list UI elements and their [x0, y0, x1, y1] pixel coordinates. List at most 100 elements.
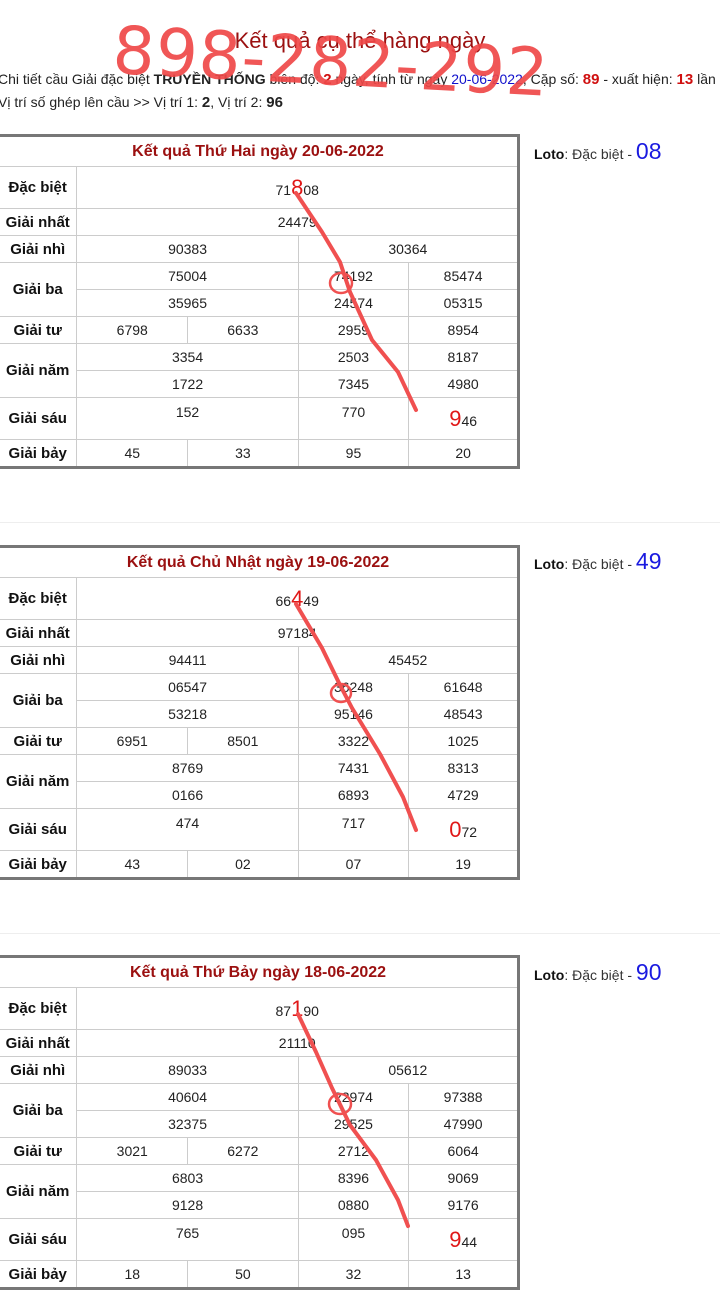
highlight-digit: 9	[449, 1226, 462, 1252]
sixth-prize-value: 095	[297, 1218, 410, 1261]
position-1-value: 2	[201, 94, 211, 111]
third-prize-value: 40604	[76, 1083, 299, 1111]
label-fifth: Giải năm	[0, 754, 78, 809]
third-prize-value: 06547	[76, 673, 299, 701]
sixth-prize-value: 944	[408, 1218, 519, 1261]
result-table: Kết quả Thứ Hai ngày 20-06-2022 Đặc biệt…	[0, 134, 520, 469]
fourth-prize-value: 1025	[408, 727, 519, 755]
second-prize-value: 90383	[76, 235, 299, 263]
label-sixth: Giải sáu	[0, 808, 78, 851]
fifth-prize-value: 8313	[408, 754, 519, 782]
bridge-mode: TRUYỀN THỐNG	[153, 71, 266, 87]
first-prize-value: 97184	[76, 619, 519, 647]
result-title: Kết quả Chủ Nhật ngày 19-06-2022	[0, 546, 519, 578]
seventh-prize-value: 13	[408, 1260, 519, 1289]
position-2-value: 96	[266, 94, 283, 111]
fourth-prize-value: 3322	[297, 727, 410, 755]
fifth-prize-value: 2503	[297, 343, 410, 371]
fifth-prize-value: 4729	[408, 781, 519, 809]
highlight-digit: 0	[449, 816, 462, 842]
label-sixth: Giải sáu	[0, 1218, 78, 1261]
label-seventh: Giải bảy	[0, 850, 78, 879]
seventh-prize-value: 95	[297, 439, 410, 468]
seventh-prize-value: 07	[297, 850, 410, 879]
sixth-prize-value: 152	[76, 397, 299, 440]
third-prize-value: 05315	[408, 289, 519, 317]
label-third: Giải ba	[0, 1083, 78, 1138]
fifth-prize-value: 8187	[408, 343, 519, 371]
divider	[0, 933, 720, 934]
label-seventh: Giải bảy	[0, 1260, 78, 1289]
second-prize-value: 94411	[76, 646, 299, 674]
third-prize-value: 36248	[297, 673, 410, 701]
third-prize-value: 75004	[76, 262, 299, 290]
digits: 49	[303, 592, 319, 609]
appearance-count: 13	[676, 71, 694, 88]
fifth-prize-value: 8769	[76, 754, 299, 782]
sixth-prize-value: 770	[297, 397, 410, 440]
fourth-prize-value: 6951	[76, 727, 189, 755]
result-table: Kết quả Thứ Bảy ngày 18-06-2022 Đặc biệt…	[0, 955, 520, 1290]
sixth-prize-value: 072	[408, 808, 519, 851]
loto-label: Loto	[534, 146, 565, 162]
third-prize-value: 48543	[408, 700, 519, 728]
fifth-prize-value: 8396	[297, 1164, 410, 1192]
summary-text: biên độ:	[265, 71, 324, 87]
seventh-prize-value: 19	[408, 850, 519, 879]
loto-value: 90	[635, 959, 662, 985]
third-prize-value: 29525	[297, 1110, 410, 1138]
label-fifth: Giải năm	[0, 1164, 78, 1219]
fourth-prize-value: 6633	[187, 316, 299, 344]
label-first: Giải nhất	[0, 208, 78, 236]
fifth-prize-value: 9176	[408, 1191, 519, 1219]
seventh-prize-value: 33	[187, 439, 299, 468]
fifth-prize-value: 7345	[297, 370, 410, 398]
first-prize-value: 24479	[76, 208, 519, 236]
label-first: Giải nhất	[0, 1029, 78, 1057]
seventh-prize-value: 02	[187, 850, 299, 879]
digits: 08	[303, 181, 319, 198]
loto-value: 08	[635, 138, 662, 164]
special-prize-value: 66449	[76, 577, 519, 620]
highlight-digit: 4	[291, 585, 304, 611]
label-seventh: Giải bảy	[0, 439, 78, 468]
fifth-prize-value: 1722	[76, 370, 299, 398]
summary-line-2: Vị trí số ghép lên cầu >> Vị trí 1: 2, V…	[0, 91, 716, 114]
third-prize-value: 35965	[76, 289, 299, 317]
summary-text: - xuất hiện:	[599, 71, 677, 87]
loto-label: Loto	[534, 967, 565, 983]
third-prize-value: 74192	[297, 262, 410, 290]
highlight-digit: 8	[291, 174, 304, 200]
summary-text: Vị trí số ghép lên cầu >> Vị trí 1:	[0, 94, 202, 110]
digits: 72	[461, 823, 478, 840]
seventh-prize-value: 32	[297, 1260, 410, 1289]
fifth-prize-value: 3354	[76, 343, 299, 371]
fourth-prize-value: 2712	[297, 1137, 410, 1165]
special-prize-value: 71808	[76, 166, 519, 209]
third-prize-value: 47990	[408, 1110, 519, 1138]
sixth-prize-value: 717	[297, 808, 410, 851]
label-fourth: Giải tư	[0, 316, 78, 344]
fifth-prize-value: 4980	[408, 370, 519, 398]
highlight-digit: 9	[449, 405, 462, 431]
page-title: Kết quả cụ thể hàng ngày	[234, 28, 486, 53]
seventh-prize-value: 18	[76, 1260, 189, 1289]
third-prize-value: 22974	[297, 1083, 410, 1111]
digits: 66	[275, 592, 292, 609]
summary-text: , Cặp số:	[522, 71, 583, 87]
label-sixth: Giải sáu	[0, 397, 78, 440]
label-fifth: Giải năm	[0, 343, 78, 398]
label-second: Giải nhì	[0, 235, 78, 263]
fourth-prize-value: 6064	[408, 1137, 519, 1165]
loto-label: Loto	[534, 556, 565, 572]
summary-text: , Vị trí 2:	[210, 94, 267, 110]
seventh-prize-value: 43	[76, 850, 189, 879]
fifth-prize-value: 0880	[297, 1191, 410, 1219]
result-table: Kết quả Chủ Nhật ngày 19-06-2022 Đặc biệ…	[0, 545, 520, 880]
divider	[0, 522, 720, 523]
loto-text: : Đặc biệt -	[564, 556, 636, 572]
summary-line-1: Chi tiết cầu Giải đặc biệt TRUYỀN THỐNG …	[0, 68, 716, 91]
start-date-link[interactable]: 20-06-2022	[451, 71, 523, 87]
loto-info: Loto: Đặc biệt - 49	[534, 548, 662, 575]
label-second: Giải nhì	[0, 1056, 78, 1084]
